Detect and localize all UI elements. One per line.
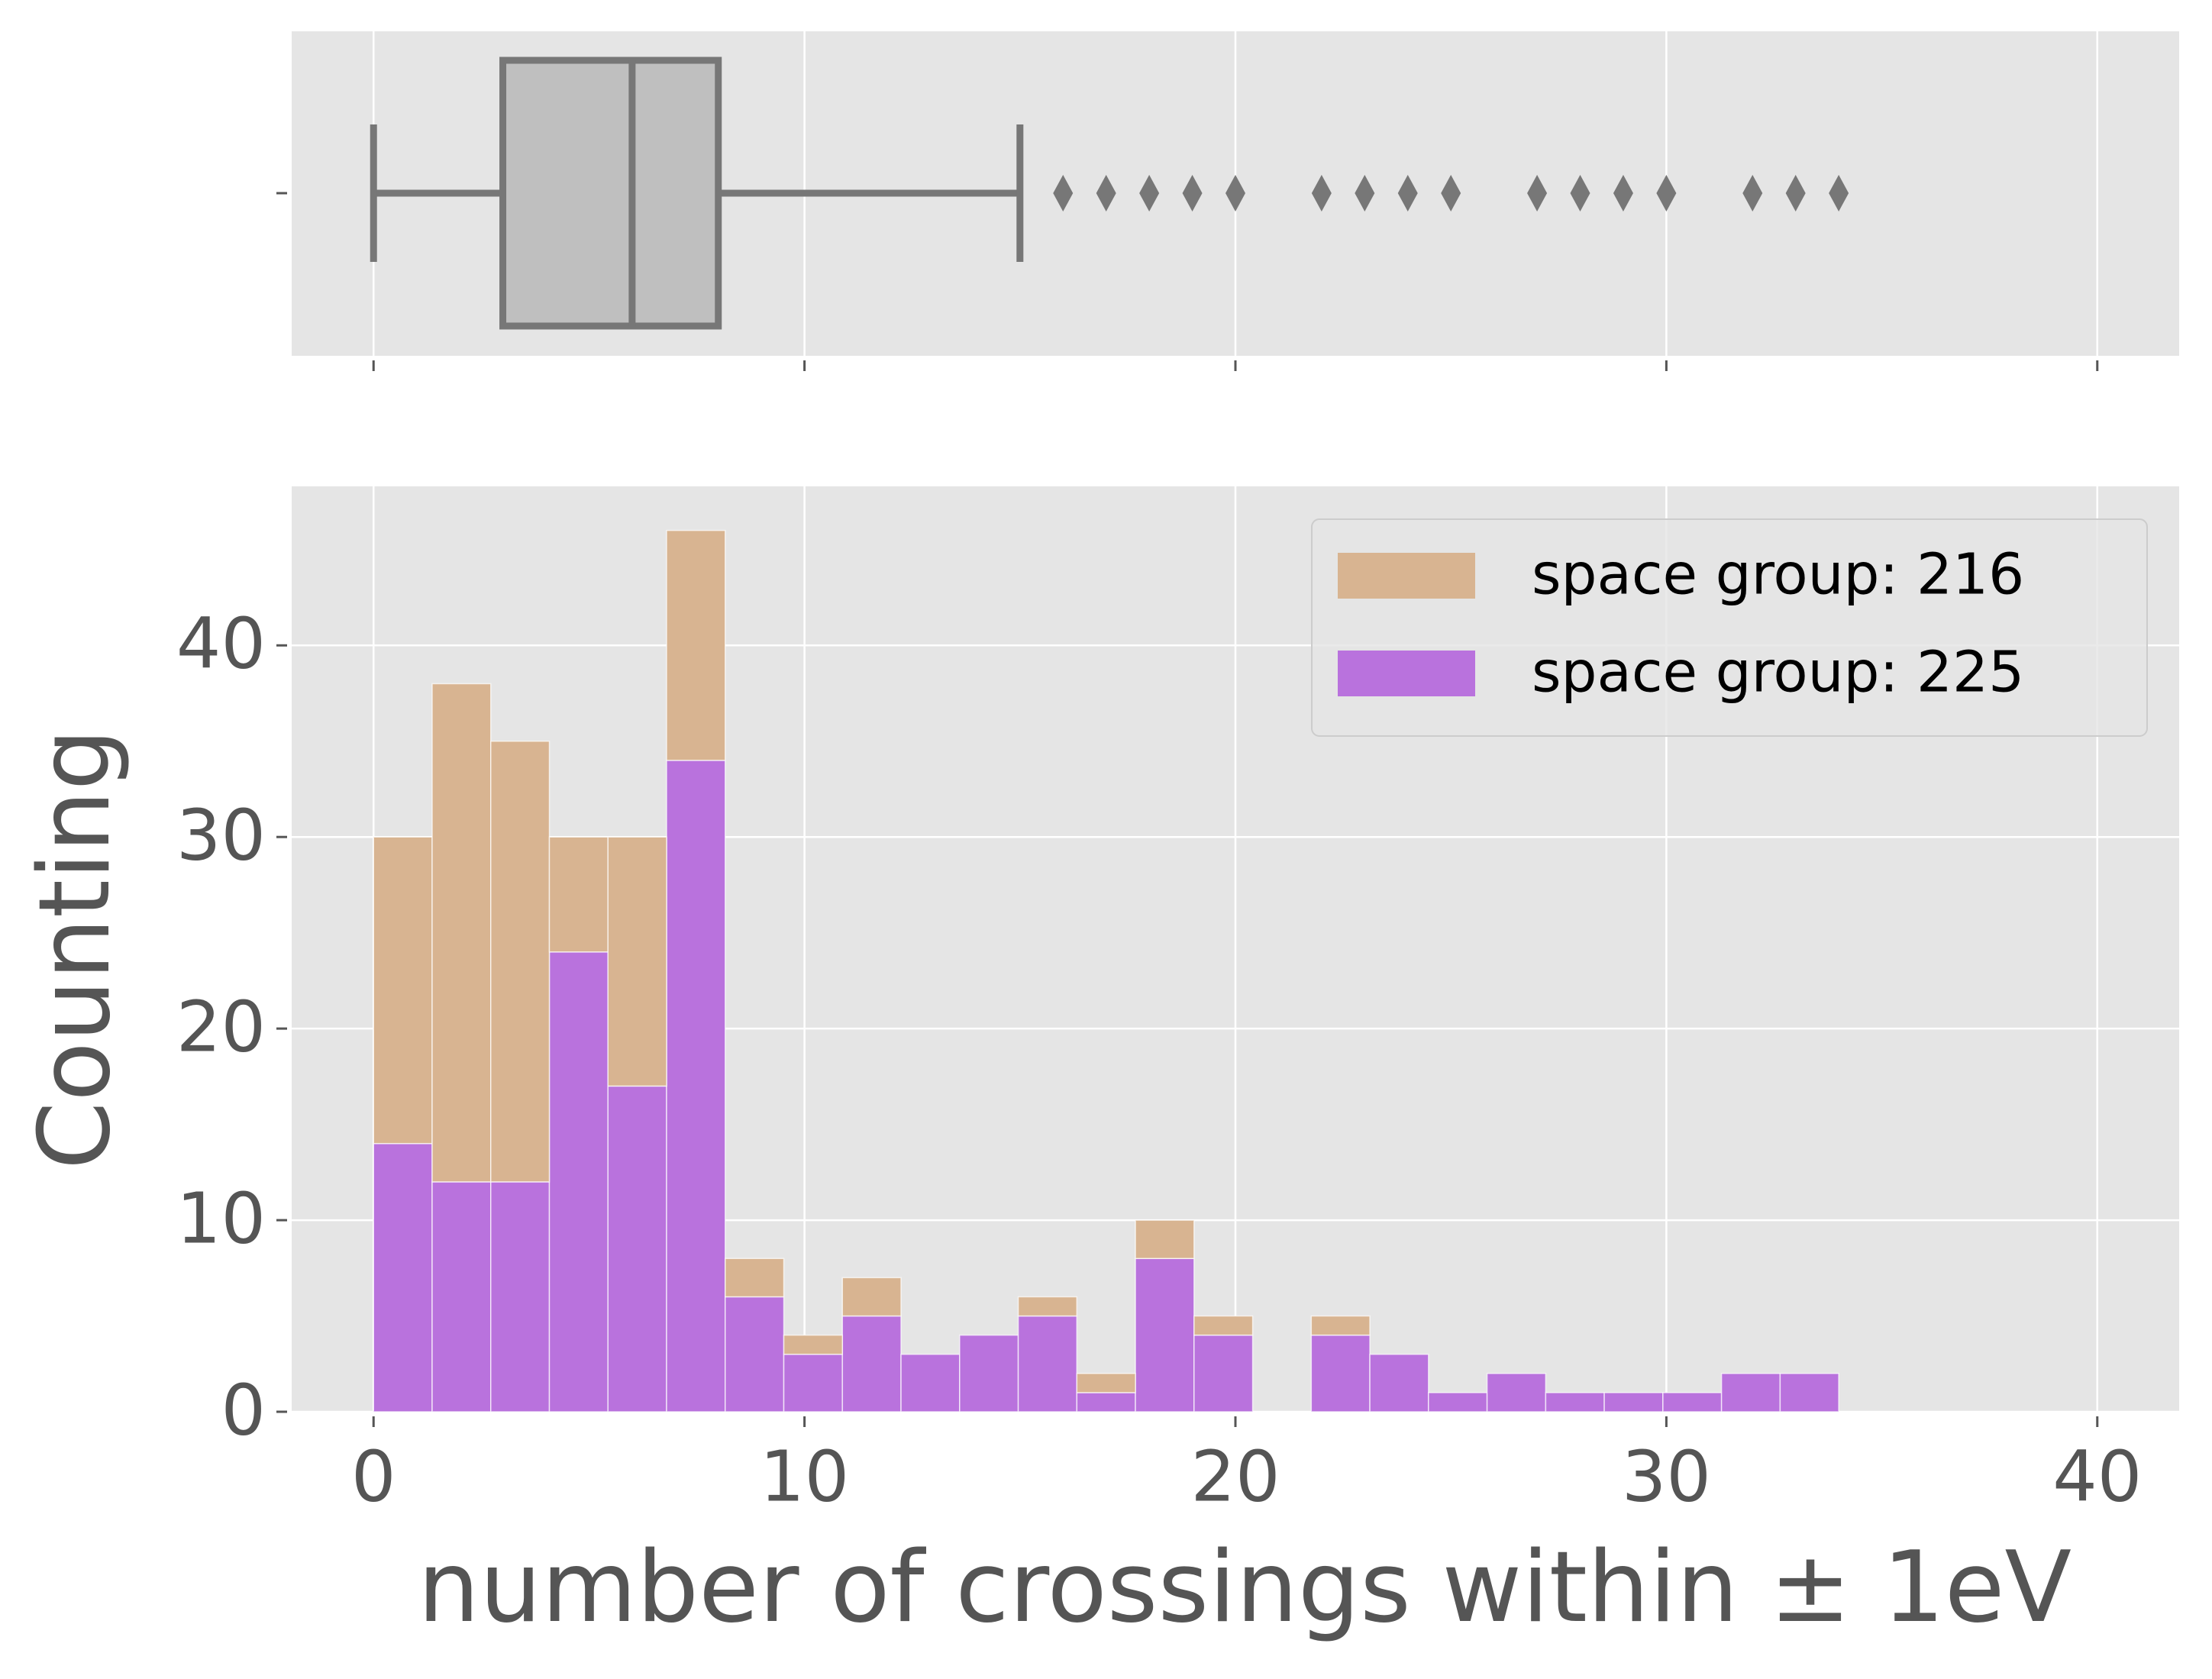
histogram-bar [1135, 1219, 1195, 1260]
histogram-bar [431, 683, 492, 1183]
histogram-bar [1486, 1373, 1547, 1413]
outlier [1397, 175, 1418, 211]
y-tick-label: 20 [176, 986, 266, 1068]
histogram-bar [1545, 1392, 1605, 1413]
histogram-bar [1193, 1315, 1254, 1336]
histogram-bar [489, 1181, 551, 1413]
histogram-bar [1017, 1315, 1078, 1413]
legend-label: space group: 225 [1532, 640, 2024, 706]
outlier [1742, 175, 1763, 211]
histogram-bar [1369, 1353, 1429, 1413]
x-axis-label: number of crossings within ± 1eV [418, 1531, 2072, 1645]
histogram-bar [900, 1353, 961, 1413]
outlier [1096, 175, 1116, 211]
histogram-bar [841, 1315, 902, 1413]
histogram-bar [1193, 1334, 1254, 1413]
y-tick-label: 10 [176, 1177, 266, 1259]
outlier [1182, 175, 1203, 211]
histogram-bar [959, 1334, 1019, 1413]
histogram-bar [1017, 1296, 1078, 1317]
histogram-bar [1076, 1392, 1136, 1413]
x-tick-label: 0 [351, 1435, 396, 1517]
histogram-bar [725, 1296, 785, 1413]
outlier [1527, 175, 1548, 211]
histogram-bar [783, 1334, 844, 1355]
histogram-bar [548, 836, 609, 953]
outlier [1311, 175, 1332, 211]
x-tick-label: 20 [1190, 1435, 1280, 1517]
outlier [1355, 175, 1375, 211]
y-tick-label: 30 [176, 795, 266, 877]
histogram-bar [783, 1353, 844, 1413]
histogram-bar [607, 836, 667, 1087]
histogram-bar [1603, 1392, 1664, 1413]
outlier [1139, 175, 1160, 211]
outlier [1656, 175, 1677, 211]
histogram-bar [489, 740, 551, 1183]
histogram-bar [548, 951, 609, 1413]
y-axis-label: Counting [18, 728, 132, 1170]
legend-swatch [1338, 651, 1475, 696]
outlier [1613, 175, 1633, 211]
outlier [1829, 175, 1849, 211]
box [499, 57, 722, 330]
outlier [1441, 175, 1461, 211]
histogram-bar [1662, 1392, 1723, 1413]
histogram-bar [1135, 1258, 1195, 1413]
legend-box [1311, 518, 2148, 737]
outlier [1053, 175, 1074, 211]
histogram-bar [607, 1085, 667, 1413]
histogram-bar [1076, 1373, 1136, 1393]
outlier [1225, 175, 1245, 211]
x-tick-label: 30 [1622, 1435, 1711, 1517]
outlier [1785, 175, 1806, 211]
histogram-bar [373, 1142, 433, 1413]
outlier [1570, 175, 1590, 211]
histogram-bar [431, 1181, 492, 1413]
histogram-bar [1720, 1373, 1781, 1413]
x-tick-label: 40 [2052, 1435, 2142, 1517]
histogram-bar [725, 1258, 785, 1298]
y-tick-label: 0 [221, 1369, 266, 1451]
x-tick-label: 10 [760, 1435, 849, 1517]
histogram-bar [666, 760, 726, 1413]
y-tick-label: 40 [176, 603, 266, 685]
histogram-bar [1310, 1315, 1371, 1336]
histogram-bar [373, 836, 433, 1145]
histogram-bar [841, 1277, 902, 1317]
legend-swatch [1338, 553, 1475, 599]
histogram-bar [1428, 1392, 1488, 1413]
legend-label: space group: 216 [1532, 542, 2024, 608]
histogram-bar [666, 529, 726, 761]
histogram-bar [1310, 1334, 1371, 1413]
histogram-bar [1779, 1373, 1839, 1413]
